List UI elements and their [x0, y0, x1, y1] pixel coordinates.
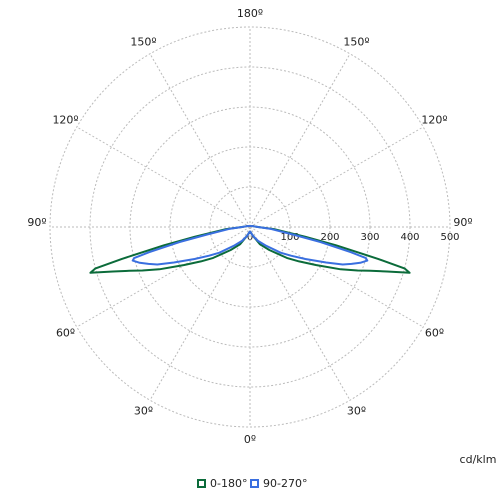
grid-circle: [49, 26, 451, 428]
angle-label: 180º: [237, 7, 263, 20]
angle-label: 150º: [130, 36, 156, 49]
grid-spoke: [76, 126, 251, 228]
grid-spoke: [249, 226, 424, 328]
angle-label: 90º: [453, 216, 472, 229]
angle-label: 30º: [134, 404, 153, 417]
unit-label: cd/klm: [460, 453, 497, 466]
legend-label: 0-180°: [210, 477, 247, 490]
angle-label: 60º: [425, 327, 444, 340]
r-tick-label: 0: [247, 232, 253, 243]
angle-label: 150º: [343, 36, 369, 49]
r-tick-label: 300: [360, 232, 379, 243]
r-tick-label: 200: [320, 232, 339, 243]
angle-label: 30º: [347, 404, 366, 417]
series-line: [249, 224, 369, 266]
grid-spoke: [76, 226, 251, 328]
legend-marker: [197, 479, 206, 488]
angle-label: 0º: [244, 433, 256, 446]
r-tick-label: 400: [400, 232, 419, 243]
legend-marker: [250, 479, 259, 488]
angle-label: 60º: [56, 327, 75, 340]
grid-spoke: [249, 53, 351, 228]
angle-label: 120º: [52, 114, 78, 127]
grid-spoke: [249, 226, 351, 401]
grid-spoke: [249, 126, 424, 228]
grid-spoke: [149, 226, 251, 401]
angle-label: 120º: [421, 114, 447, 127]
grid-spoke: [149, 53, 251, 228]
series-line: [131, 224, 251, 266]
angle-label: 90º: [27, 216, 46, 229]
legend-label: 90-270°: [263, 477, 307, 490]
r-tick-label: 500: [440, 232, 459, 243]
r-tick-label: 100: [280, 232, 299, 243]
